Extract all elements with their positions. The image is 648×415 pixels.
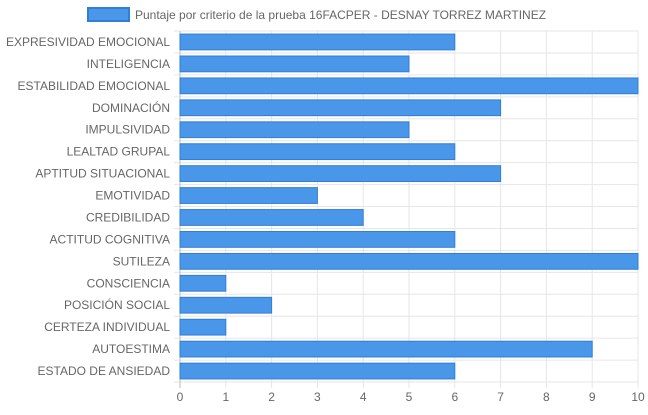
bar[interactable] xyxy=(179,33,456,51)
legend[interactable]: Puntaje por criterio de la prueba 16FACP… xyxy=(87,7,546,22)
category-label: CONSCIENCIA xyxy=(87,276,170,290)
x-tick-label: 10 xyxy=(631,390,645,404)
category-label: POSICIÓN SOCIAL xyxy=(64,297,170,312)
category-labels: EXPRESIVIDAD EMOCIONAL INTELIGENCIA ESTABI… xyxy=(6,35,170,378)
bar[interactable] xyxy=(179,318,227,336)
bar[interactable] xyxy=(179,231,456,248)
category-label: CERTEZA INDIVIDUAL xyxy=(44,320,170,334)
bar[interactable] xyxy=(179,165,502,182)
x-tick-label: 7 xyxy=(497,390,504,404)
category-label: CREDIBILIDAD xyxy=(86,210,170,224)
x-tick-label: 9 xyxy=(589,390,596,404)
bar[interactable] xyxy=(179,340,593,358)
x-tick-label: 4 xyxy=(360,390,367,404)
x-tick-label: 1 xyxy=(222,390,229,404)
bar[interactable] xyxy=(179,99,502,117)
category-label: EXPRESIVIDAD EMOCIONAL xyxy=(6,35,170,49)
bars xyxy=(179,33,639,380)
category-label: ACTITUD COGNITIVA xyxy=(50,232,170,246)
x-tick-label: 8 xyxy=(543,390,550,404)
bar[interactable] xyxy=(179,55,410,73)
category-label: ESTABILIDAD EMOCIONAL xyxy=(18,79,171,93)
bar[interactable] xyxy=(179,362,456,380)
category-label: SUTILEZA xyxy=(113,254,170,268)
bar[interactable] xyxy=(179,252,639,270)
category-label: ESTADO DE ANSIEDAD xyxy=(38,364,171,378)
x-tick-label: 2 xyxy=(268,390,275,404)
bar[interactable] xyxy=(179,187,318,204)
bar[interactable] xyxy=(179,121,410,139)
bar[interactable] xyxy=(179,77,639,95)
category-label: EMOTIVIDAD xyxy=(95,189,170,203)
legend-label[interactable]: Puntaje por criterio de la prueba 16FACP… xyxy=(135,8,546,22)
x-axis-tick-labels: 0 1 2 3 4 5 6 7 8 9 10 xyxy=(177,390,645,404)
category-label: LEALTAD GRUPAL xyxy=(67,145,171,159)
x-tick-label: 0 xyxy=(177,390,184,404)
bar[interactable] xyxy=(179,296,273,314)
category-label: AUTOESTIMA xyxy=(92,342,170,356)
x-tick-label: 5 xyxy=(406,390,413,404)
bar[interactable] xyxy=(179,274,227,292)
bar[interactable] xyxy=(179,143,456,161)
category-label: INTELIGENCIA xyxy=(87,57,170,71)
category-label: APTITUD SITUACIONAL xyxy=(35,167,170,181)
bar[interactable] xyxy=(179,209,364,226)
category-label: DOMINACIÓN xyxy=(92,100,170,115)
x-tick-label: 6 xyxy=(451,390,458,404)
legend-swatch[interactable] xyxy=(87,7,130,22)
category-label: IMPULSIVIDAD xyxy=(85,123,170,137)
x-tick-label: 3 xyxy=(314,390,321,404)
